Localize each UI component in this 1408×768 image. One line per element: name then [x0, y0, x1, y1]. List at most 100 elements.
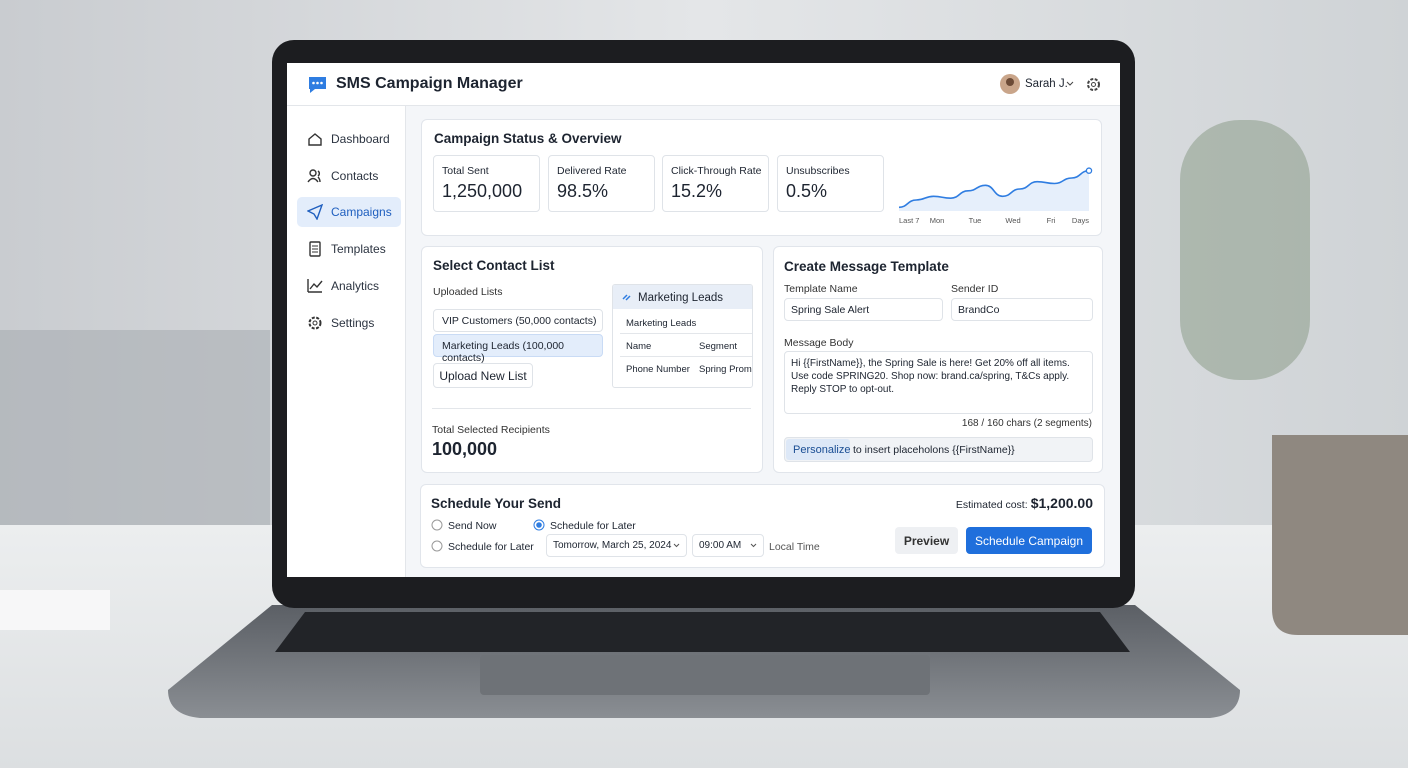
- stat-value: 98.5%: [557, 181, 609, 201]
- nav-label: Settings: [331, 315, 375, 330]
- stat-value: 1,250,000: [442, 181, 523, 201]
- list-label: VIP Customers (50,000 contacts): [442, 315, 597, 327]
- x-label: Wed: [1005, 216, 1020, 225]
- divider: [432, 408, 751, 409]
- radio[interactable]: [431, 519, 443, 531]
- preview-header: [613, 285, 752, 309]
- timezone: Local Time: [769, 541, 820, 553]
- time-select[interactable]: 09:00 AM: [692, 534, 764, 557]
- total-value: 100,000: [432, 439, 498, 459]
- x-label: Tue: [969, 216, 982, 225]
- stat-box: Click-Through Rate 15.2%: [662, 155, 769, 212]
- date-select[interactable]: Tomorrow, March 25, 2024: [546, 534, 687, 557]
- nav-item-active[interactable]: Campaigns: [297, 197, 401, 228]
- nav-item[interactable]: Settings: [297, 308, 401, 338]
- sparkline-end-dot: [1085, 167, 1093, 174]
- list-label: Marketing Leads (100,000 contacts): [442, 340, 564, 364]
- template-name-input[interactable]: Spring Sale Alert: [784, 298, 943, 321]
- list-preview: Marketing Leads Marketing Leads Name Seg…: [612, 284, 753, 388]
- x-label: Fri: [1047, 216, 1056, 225]
- cost-label: Estimated cost:: [955, 499, 1028, 511]
- divider: [620, 356, 752, 357]
- app-screen: SMS Campaign Manager Sarah J. Campaign S…: [287, 63, 1120, 577]
- upload-button[interactable]: Upload New List: [433, 363, 533, 388]
- nav-item[interactable]: Dashboard: [297, 124, 401, 154]
- overview-card: Campaign Status & Overview Last 7 Mon Tue W…: [421, 119, 1102, 236]
- app-title: SMS Campaign Manager: [336, 75, 523, 92]
- total-label: Total Selected Recipients: [432, 424, 550, 436]
- link-icon: [622, 294, 631, 301]
- x-label: Days: [1072, 216, 1089, 225]
- stat-label: Click-Through Rate: [671, 165, 762, 177]
- schedule-button[interactable]: Schedule Campaign: [966, 527, 1092, 554]
- divider: [620, 333, 752, 334]
- stat-value: 15.2%: [671, 181, 723, 201]
- list-item[interactable]: VIP Customers (50,000 contacts): [433, 309, 603, 332]
- radio-label: Send Now: [448, 520, 497, 532]
- sidebar: [287, 106, 406, 577]
- preview-button[interactable]: Preview: [895, 527, 958, 554]
- nav-icon: [307, 278, 323, 293]
- sparkline: Last 7 Mon Tue Wed Fri Days: [898, 167, 1093, 225]
- avatar[interactable]: [1000, 74, 1020, 94]
- nav-item[interactable]: Analytics: [297, 271, 401, 301]
- cell: Phone Number: [626, 364, 690, 375]
- hint: to insert placeholons {{FirstName}}: [853, 444, 1015, 456]
- nav-label: Analytics: [331, 278, 380, 293]
- nav-icon: [308, 316, 322, 329]
- nav-item[interactable]: Contacts: [297, 161, 401, 191]
- stat-label: Total Sent: [442, 165, 489, 177]
- select-value: 09:00 AM: [699, 540, 742, 551]
- field-label: Sender ID: [951, 283, 999, 295]
- input-value: BrandCo: [958, 304, 1000, 316]
- column-header: Segment: [699, 341, 738, 352]
- contact-card: Select Contact List Uploaded Lists VIP C…: [421, 246, 763, 473]
- nav-icon: [307, 168, 321, 183]
- chevron: [673, 543, 680, 548]
- cell: Spring Promo: [699, 364, 753, 375]
- radio[interactable]: [431, 540, 443, 552]
- body-text: Hi {{FirstName}}, the Spring Sale is her…: [791, 358, 1070, 395]
- stat-box: Delivered Rate 98.5%: [548, 155, 655, 212]
- char-count: 168 / 160 chars (2 segments): [961, 418, 1092, 429]
- nav-label: Templates: [331, 242, 386, 257]
- nav-icon: [308, 133, 322, 146]
- select-value: Tomorrow, March 25, 2024: [553, 540, 672, 551]
- radio-label: Schedule for Later: [448, 541, 534, 553]
- field-label: Message Body: [784, 337, 854, 349]
- field-label: Template Name: [784, 283, 858, 295]
- card-title: Select Contact List: [433, 258, 555, 273]
- sender-id-input[interactable]: BrandCo: [951, 298, 1093, 321]
- section-label: Uploaded Lists: [433, 286, 503, 298]
- template-card: Create Message Template Template Name Se…: [773, 246, 1103, 473]
- personalize-bar: Personalize to insert placeholons {{Firs…: [784, 437, 1093, 462]
- button-label: Preview: [903, 534, 950, 548]
- personalize-button[interactable]: Personalize: [786, 439, 850, 460]
- cost: Estimated cost: $1,200.00: [956, 495, 1093, 511]
- nav-label: Contacts: [331, 168, 379, 183]
- button-label: Personalize: [793, 444, 851, 456]
- nav-icon: [309, 241, 321, 257]
- cost-value: $1,200.00: [1030, 495, 1093, 511]
- stat-box: Total Sent 1,250,000: [433, 155, 540, 212]
- chevron: [1066, 81, 1074, 86]
- stat-value: 0.5%: [786, 181, 828, 201]
- app-logo: [309, 77, 326, 93]
- list-item-selected[interactable]: Marketing Leads (100,000 contacts): [433, 334, 603, 364]
- stat-box: Unsubscribes 0.5%: [777, 155, 884, 212]
- chevron: [750, 543, 757, 548]
- nav-item[interactable]: Templates: [297, 234, 401, 264]
- card-title: Schedule Your Send: [431, 496, 562, 511]
- user-name[interactable]: Sarah J.: [1025, 78, 1068, 90]
- preview-subtitle: Marketing Leads: [626, 318, 697, 329]
- card-title: Create Message Template: [784, 259, 949, 274]
- header: [287, 63, 1120, 106]
- settings-gear[interactable]: [1086, 77, 1101, 92]
- sparkline-line: [898, 169, 1090, 209]
- message-body[interactable]: Hi {{FirstName}}, the Spring Sale is her…: [784, 351, 1093, 414]
- radio-label: Schedule for Later: [550, 520, 636, 532]
- button-label: Schedule Campaign: [974, 534, 1084, 548]
- radio-checked[interactable]: [533, 519, 545, 531]
- nav-label: Dashboard: [331, 132, 390, 146]
